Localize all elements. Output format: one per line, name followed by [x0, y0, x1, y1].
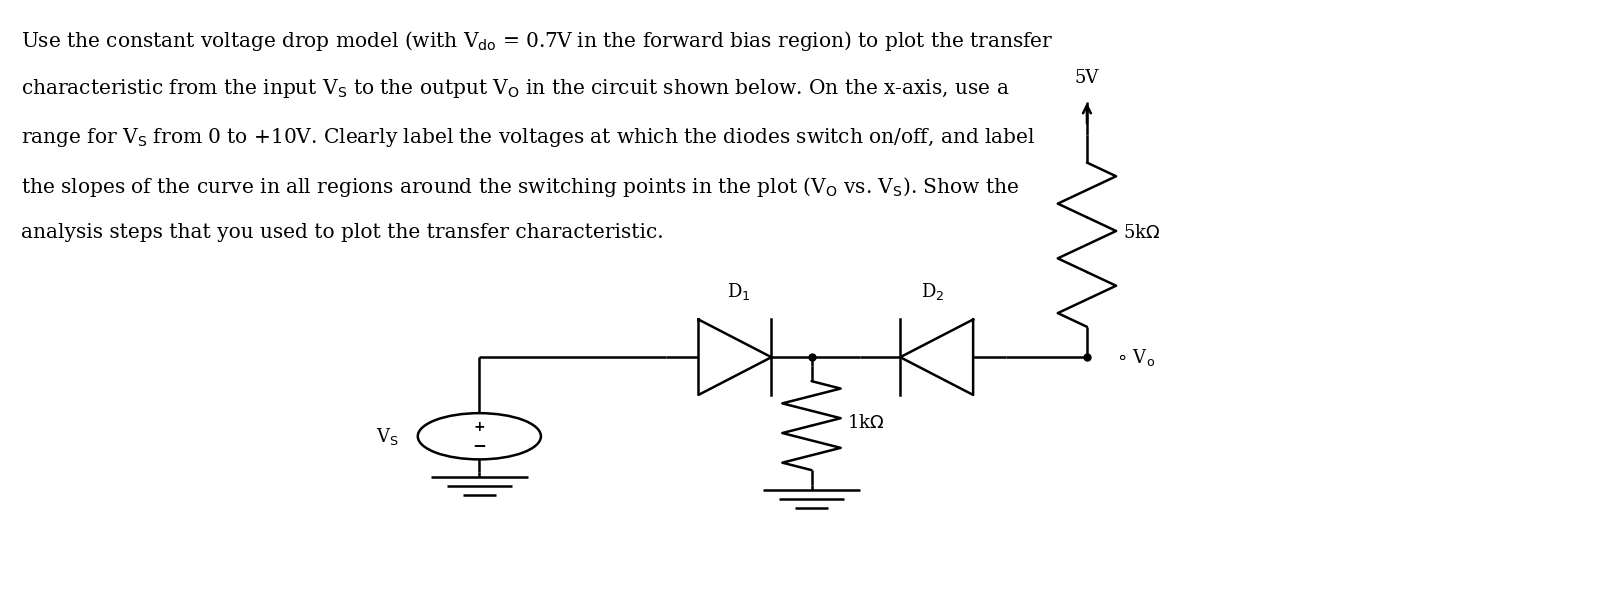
Text: characteristic from the input V$_\mathrm{S}$ to the output V$_\mathrm{O}$ in the: characteristic from the input V$_\mathrm…: [21, 78, 1010, 100]
Text: −: −: [472, 436, 487, 454]
Text: 1k$\Omega$: 1k$\Omega$: [847, 414, 885, 431]
Text: 5V: 5V: [1074, 68, 1099, 87]
Text: 5k$\Omega$: 5k$\Omega$: [1123, 224, 1160, 241]
Text: +: +: [474, 420, 485, 434]
Text: range for V$_\mathrm{S}$ from 0 to +10V. Clearly label the voltages at which the: range for V$_\mathrm{S}$ from 0 to +10V.…: [21, 126, 1035, 149]
Text: D$_2$: D$_2$: [922, 282, 945, 302]
Text: analysis steps that you used to plot the transfer characteristic.: analysis steps that you used to plot the…: [21, 224, 664, 243]
Text: the slopes of the curve in all regions around the switching points in the plot (: the slopes of the curve in all regions a…: [21, 175, 1019, 199]
Text: $\circ$ V$_\mathrm{o}$: $\circ$ V$_\mathrm{o}$: [1117, 346, 1156, 368]
Text: D$_1$: D$_1$: [727, 282, 750, 302]
Text: V$_\mathrm{S}$: V$_\mathrm{S}$: [375, 426, 398, 447]
Text: Use the constant voltage drop model (with V$_\mathrm{do}$ = 0.7V in the forward : Use the constant voltage drop model (wit…: [21, 29, 1053, 53]
